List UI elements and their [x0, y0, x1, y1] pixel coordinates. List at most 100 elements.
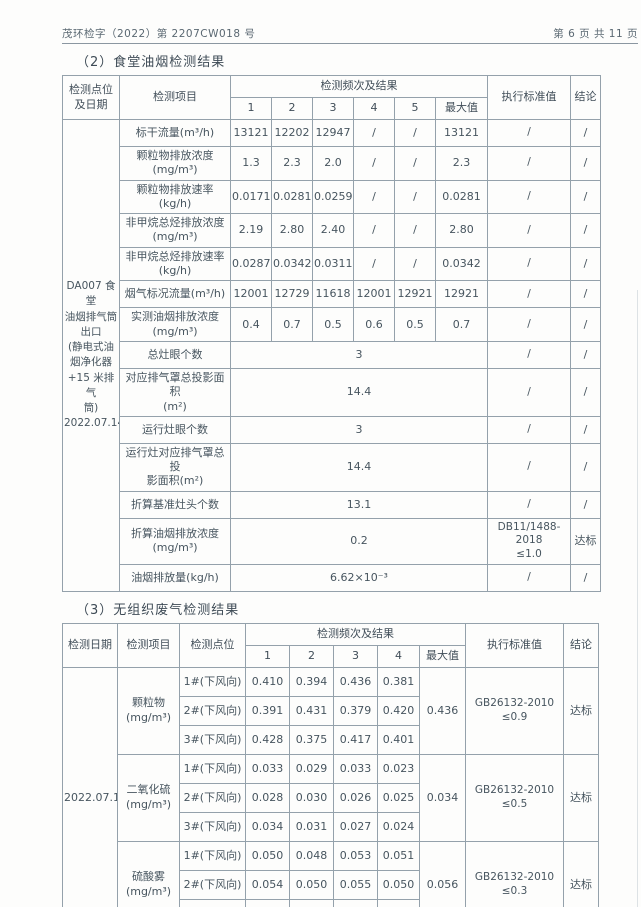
value-cell: 0.5 [394, 307, 436, 342]
point-label-cell: 3#(下风向) [179, 898, 246, 907]
standard-cell: / [487, 415, 572, 444]
point-label-cell: 3#(下风向) [179, 724, 246, 755]
item-cell: 实测油烟排放浓度 (mg/m³) [119, 307, 231, 342]
doc-number: 茂环检字（2022）第 2207CW018 号 [62, 28, 256, 40]
value-cell: 0.031 [289, 811, 334, 842]
value-cell: / [394, 179, 436, 215]
header-run-2: 2 [289, 644, 334, 668]
header-run-1: 1 [230, 97, 272, 120]
value-cell: 0.0311 [312, 246, 354, 282]
value-cell: 2.0 [312, 146, 354, 181]
value-cell: 0.381 [377, 666, 420, 697]
header-run-1: 1 [245, 644, 290, 668]
value-cell: 0.034 [245, 811, 290, 842]
standard-cell: GB26132-2010 ≤0.3 [465, 840, 564, 907]
scan-edge-line [637, 290, 638, 907]
point-label-cell: 3#(下风向) [179, 811, 246, 842]
merged-value-cell: 0.2 [229, 517, 489, 565]
value-cell: 0.050 [245, 840, 290, 871]
standard-cell: / [487, 280, 572, 309]
value-cell: 0.053 [333, 840, 378, 871]
value-cell: 12921 [394, 280, 436, 309]
value-cell: 2.80 [271, 213, 313, 248]
item-cell: 总灶眼个数 [119, 340, 231, 369]
value-cell: 0.375 [289, 724, 334, 755]
value-cell: / [353, 146, 395, 181]
value-cell: 0.4 [230, 307, 272, 342]
value-cell: 13121 [230, 119, 272, 147]
merged-value-cell: 13.1 [229, 490, 489, 519]
value-cell: 0.431 [289, 695, 334, 726]
value-cell: 0.410 [245, 666, 290, 697]
value-cell: 12729 [271, 280, 313, 309]
max-cell: 13121 [434, 119, 489, 147]
value-cell: 0.7 [271, 307, 313, 342]
value-cell: / [394, 146, 436, 181]
value-cell: 1.3 [230, 146, 272, 181]
conclusion-cell: / [570, 179, 602, 215]
header-standard: 执行标准值 [465, 622, 564, 668]
value-cell: 0.0171 [230, 179, 272, 215]
header-freq-results: 检测频次及结果 [229, 75, 489, 98]
point-label-cell: 2#(下风向) [179, 695, 246, 726]
value-cell: 0.0287 [230, 246, 272, 282]
item-cell: 烟气标况流量(m³/h) [119, 280, 231, 309]
table-row: 硫酸雾 (mg/m³) 1#(下风向) 0.050 0.048 0.053 0.… [63, 840, 599, 907]
table-row: 2022.07.14 颗粒物 (mg/m³) 1#(下风向) 0.410 0.3… [62, 666, 599, 907]
conclusion-cell: 达标 [563, 840, 599, 907]
value-cell: / [394, 246, 436, 282]
item-cell: 颗粒物排放速率(kg/h) [119, 179, 231, 215]
group-item-cell: 颗粒物 (mg/m³) [117, 666, 180, 755]
value-cell: 12947 [312, 119, 354, 147]
table-row: DA007 食堂 油烟排气筒 出口 (静电式油 烟净化器 +15 米排气 筒) … [62, 119, 602, 592]
table-row: 运行灶对应排气罩总投 影面积(m²) 14.4 / / [63, 442, 602, 492]
header-max: 最大值 [419, 644, 466, 668]
table-row: 非甲烷总烃排放速率 (kg/h) 0.0287 0.0342 0.0311 / … [63, 246, 602, 282]
merged-value-cell: 14.4 [229, 442, 489, 492]
header-standard: 执行标准值 [487, 75, 572, 120]
value-cell: 11618 [312, 280, 354, 309]
page-header: 茂环检字（2022）第 2207CW018 号 第 6 页 共 11 页 [62, 26, 638, 44]
value-cell: 0.023 [377, 753, 420, 784]
table-row: 对应排气罩总投影面积 (m²) 14.4 / / [63, 367, 602, 417]
table-row: 二氧化硫 (mg/m³) 1#(下风向) 0.033 0.029 0.033 0… [63, 753, 599, 842]
value-cell: 2.3 [271, 146, 313, 181]
value-cell: 0.033 [245, 753, 290, 784]
value-cell: 0.024 [377, 811, 420, 842]
value-cell: 0.025 [377, 782, 420, 813]
table-row: 油烟排放量(kg/h) 6.62×10⁻³ / / [63, 563, 602, 592]
header-run-3: 3 [312, 97, 354, 120]
value-cell: 0.401 [377, 724, 420, 755]
max-cell: 12921 [434, 280, 489, 309]
table-row: 实测油烟排放浓度 (mg/m³) 0.4 0.7 0.5 0.6 0.5 0.7… [63, 307, 602, 342]
conclusion-cell: / [570, 340, 602, 369]
max-cell: 0.056 [419, 840, 466, 907]
standard-cell: GB26132-2010 ≤0.9 [465, 666, 564, 755]
value-cell: 0.420 [377, 695, 420, 726]
page-number: 第 6 页 共 11 页 [553, 28, 638, 40]
max-cell: 2.80 [434, 213, 489, 248]
table-row: 颗粒物排放浓度(mg/m³) 1.3 2.3 2.0 / / 2.3 / / [63, 146, 602, 181]
header-max: 最大值 [434, 97, 489, 120]
canteen-fume-table: 检测点位 及日期 检测项目 检测频次及结果 执行标准值 结论 1 2 3 4 5… [62, 75, 602, 592]
table-header-row: 1 2 3 4 最大值 [63, 644, 599, 668]
conclusion-cell: 达标 [563, 666, 599, 755]
conclusion-cell: 达标 [563, 753, 599, 842]
standard-cell: / [487, 179, 572, 215]
table-row: 颗粒物排放速率(kg/h) 0.0171 0.0281 0.0259 / / 0… [63, 179, 602, 215]
header-run-4: 4 [377, 644, 420, 668]
fugitive-gas-table: 检测日期 检测项目 检测点位 检测频次及结果 执行标准值 结论 1 2 3 4 … [62, 622, 599, 907]
max-cell: 0.0281 [434, 179, 489, 215]
header-run-4: 4 [353, 97, 395, 120]
value-cell: 0.054 [245, 869, 290, 900]
item-cell: 运行灶眼个数 [119, 415, 231, 444]
value-cell: 0.048 [377, 898, 420, 907]
point-label-cell: 1#(下风向) [179, 840, 246, 871]
conclusion-cell: / [570, 442, 602, 492]
standard-cell: DB11/1488-2018 ≤1.0 [487, 517, 572, 565]
standard-cell: / [487, 119, 572, 147]
standard-cell: / [487, 146, 572, 181]
standard-cell: / [487, 246, 572, 282]
